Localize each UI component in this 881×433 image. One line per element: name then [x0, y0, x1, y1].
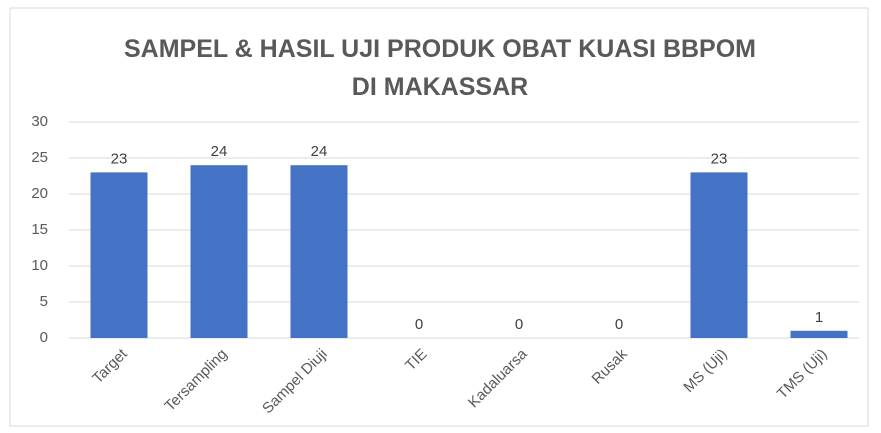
x-tick-label: Rusak: [589, 345, 631, 387]
chart-title: SAMPEL & HASIL UJI PRODUK OBAT KUASI BBP…: [124, 35, 756, 101]
data-label: 0: [515, 316, 523, 333]
data-label: 24: [211, 143, 228, 160]
x-tick-label: TIE: [402, 346, 431, 375]
x-tick-label: MS (Uji): [680, 346, 730, 396]
data-label: 23: [111, 150, 128, 167]
y-tick-label: 5: [40, 293, 48, 310]
y-tick-label: 30: [31, 113, 48, 130]
bar: [190, 165, 248, 338]
x-tick-label: TMS (Uji): [774, 346, 831, 403]
y-tick-label: 15: [31, 221, 48, 238]
x-tick-label: Target: [89, 345, 131, 387]
data-label: 24: [311, 143, 328, 160]
bar: [90, 172, 148, 338]
data-label: 0: [415, 316, 423, 333]
chart-border: [9, 7, 869, 427]
bar: [290, 165, 348, 338]
bar: [690, 172, 748, 338]
bar: [790, 330, 848, 338]
y-tick-label: 25: [31, 149, 48, 166]
data-label: 0: [615, 316, 623, 333]
data-label: 23: [711, 150, 728, 167]
y-tick-label: 20: [31, 185, 48, 202]
x-tick-label: Kadaluarsa: [465, 345, 531, 411]
x-tick-label: Sampel Diuji: [259, 346, 331, 418]
x-tick-label: Tersampling: [161, 346, 230, 415]
y-tick-label: 10: [31, 257, 48, 274]
data-label: 1: [815, 309, 823, 326]
y-tick-label: 0: [40, 329, 48, 346]
